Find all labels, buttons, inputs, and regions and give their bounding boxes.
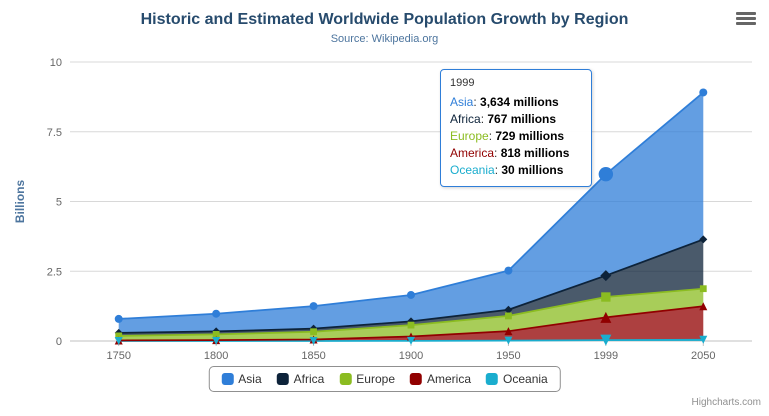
legend-item-asia[interactable]: Asia xyxy=(221,372,262,386)
legend-item-europe[interactable]: Europe xyxy=(339,372,395,386)
marker-africa-1999[interactable] xyxy=(600,270,612,282)
marker-africa-2050[interactable] xyxy=(699,235,708,244)
tooltip-series-value: 767 millions xyxy=(487,112,557,126)
x-axis-label: 2050 xyxy=(691,350,715,362)
marker-europe-2050[interactable] xyxy=(699,285,707,293)
legend-item-oceania[interactable]: Oceania xyxy=(486,372,548,386)
export-menu-button[interactable] xyxy=(736,12,756,25)
series-area-africa[interactable] xyxy=(118,239,704,336)
y-axis-label: 0 xyxy=(56,336,62,348)
marker-africa-1950[interactable] xyxy=(504,305,513,314)
legend-symbol-icon xyxy=(221,373,234,385)
legend-symbol-icon xyxy=(276,373,289,385)
legend-symbol-icon xyxy=(339,373,352,385)
marker-asia-1750[interactable] xyxy=(114,314,123,323)
marker-oceania-1800[interactable] xyxy=(212,336,221,345)
legend-symbol-icon xyxy=(410,373,423,385)
marker-europe-1950[interactable] xyxy=(505,312,512,320)
marker-europe-1999[interactable] xyxy=(601,292,611,302)
tooltip-series-value: 729 millions xyxy=(495,129,565,143)
hamburger-icon xyxy=(736,22,756,25)
marker-oceania-1999[interactable] xyxy=(600,334,612,346)
chart-title: Historic and Estimated Worldwide Populat… xyxy=(140,11,629,28)
x-axis-label: 1950 xyxy=(496,350,520,362)
hamburger-icon xyxy=(736,12,756,15)
legend-symbol-icon xyxy=(486,373,499,385)
legend: Asia Africa Europe America Oceania xyxy=(208,366,561,392)
tooltip-row: Oceania: 30 millions xyxy=(450,163,564,177)
marker-asia-1999[interactable] xyxy=(598,167,614,182)
tooltip-row: Africa: 767 millions xyxy=(450,112,557,126)
marker-oceania-1850[interactable] xyxy=(309,336,318,345)
y-axis-label: 7.5 xyxy=(47,127,62,139)
x-axis-label: 1750 xyxy=(106,350,130,362)
series-markers xyxy=(114,88,708,346)
highcharts-credit[interactable]: Highcharts.com xyxy=(691,397,761,408)
tooltip-series-name: Asia xyxy=(450,95,474,109)
marker-oceania-1750[interactable] xyxy=(114,336,123,345)
tooltip-series-value: 818 millions xyxy=(500,146,570,160)
tooltip-series-name: America xyxy=(450,146,495,160)
marker-asia-1800[interactable] xyxy=(212,309,221,318)
legend-label: Africa xyxy=(293,372,325,386)
x-axis-label: 1800 xyxy=(204,350,228,362)
legend-item-africa[interactable]: Africa xyxy=(276,372,325,386)
marker-asia-1950[interactable] xyxy=(504,266,513,275)
tooltip-series-name: Europe xyxy=(450,129,489,143)
y-axis-label: 10 xyxy=(50,57,62,69)
tooltip-series-value: 30 millions xyxy=(501,163,564,177)
x-axis-label: 1850 xyxy=(301,350,325,362)
tooltip-series-name: Africa xyxy=(450,112,481,126)
marker-america-1999[interactable] xyxy=(600,311,612,323)
marker-oceania-2050[interactable] xyxy=(699,335,708,344)
series-areas xyxy=(118,92,704,341)
tooltip-row: America: 818 millions xyxy=(450,146,570,160)
x-axis-label: 1999 xyxy=(594,350,618,362)
marker-asia-1900[interactable] xyxy=(407,290,415,299)
tooltip-header: 1999 xyxy=(450,77,475,89)
legend-label: Oceania xyxy=(503,372,548,386)
hamburger-icon xyxy=(736,17,756,20)
legend-label: America xyxy=(427,372,472,386)
legend-label: Europe xyxy=(356,372,396,386)
marker-europe-1800[interactable] xyxy=(212,331,220,338)
tooltip: 1999 Asia: 3,634 millions Africa: 767 mil… xyxy=(440,69,592,187)
tooltip-row: Europe: 729 millions xyxy=(450,129,565,143)
marker-oceania-1950[interactable] xyxy=(504,336,513,345)
marker-asia-1850[interactable] xyxy=(309,302,318,311)
y-axis-label: 5 xyxy=(56,197,62,209)
marker-america-1950[interactable] xyxy=(504,327,513,336)
marker-europe-1900[interactable] xyxy=(407,321,415,329)
tooltip-series-name: Oceania xyxy=(450,163,495,177)
y-axis-title: Billions xyxy=(13,180,27,224)
marker-europe-1850[interactable] xyxy=(310,328,317,336)
x-axis-label: 1900 xyxy=(399,350,423,362)
marker-oceania-1900[interactable] xyxy=(407,336,415,345)
series-area-asia[interactable] xyxy=(118,92,704,333)
tooltip-row: Asia: 3,634 millions xyxy=(450,95,559,109)
legend-item-america[interactable]: America xyxy=(410,372,471,386)
y-axis-label: 2.5 xyxy=(47,266,62,278)
legend-label: Asia xyxy=(238,372,262,386)
marker-america-2050[interactable] xyxy=(699,302,708,311)
chart-subtitle: Source: Wikipedia.org xyxy=(330,33,439,45)
marker-asia-2050[interactable] xyxy=(699,88,708,97)
tooltip-series-value: 3,634 millions xyxy=(480,95,559,109)
series-area-america[interactable] xyxy=(118,306,704,341)
